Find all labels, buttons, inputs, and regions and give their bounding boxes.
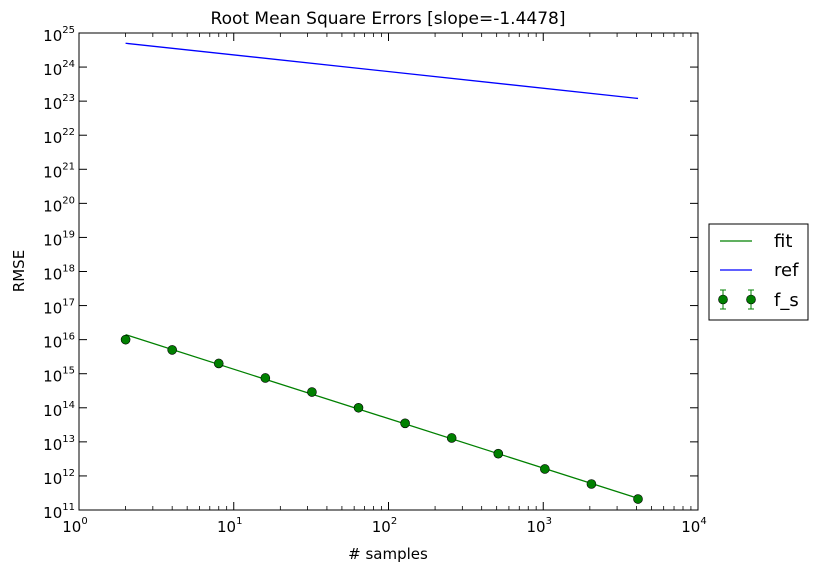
- data-point: [353, 402, 364, 413]
- y-tick-label: 1011: [43, 502, 75, 522]
- x-tick-label: 104: [681, 516, 706, 536]
- legend-fs-label: f_s: [774, 290, 799, 311]
- y-tick-label: 1018: [43, 264, 75, 284]
- series-line-ref: [125, 42, 639, 100]
- x-axis-label: # samples: [348, 545, 428, 563]
- data-point: [213, 358, 224, 369]
- y-tick-label: 1019: [43, 229, 75, 249]
- y-tick-label: 1012: [43, 468, 75, 488]
- y-tick-label: 1015: [43, 366, 75, 386]
- y-tick-label: 1016: [43, 332, 75, 352]
- plot-frame: [78, 32, 699, 511]
- series-line-fit: [125, 334, 639, 499]
- y-tick-label: 1017: [43, 298, 75, 318]
- y-tick-label: 1020: [43, 195, 75, 215]
- axis-ticks: 100 101 102 103 104 1011 1012 1013 1014 1015 1016 1…: [43, 25, 707, 536]
- y-tick-label: 1014: [43, 400, 75, 420]
- legend-box: [708, 223, 809, 321]
- data-point-marker: [540, 464, 550, 474]
- x-tick-label: 100: [62, 516, 87, 536]
- y-tick-label: 1021: [43, 161, 75, 181]
- data-point-marker: [586, 479, 597, 489]
- data-point: [307, 387, 317, 397]
- data-point-marker: [353, 402, 364, 413]
- data-point-marker: [493, 448, 504, 459]
- data-point: [260, 373, 271, 383]
- legend: fit ref f_s: [708, 223, 809, 321]
- x-tick-label: 102: [372, 516, 397, 536]
- y-tick-label: 1023: [43, 93, 75, 113]
- x-tick-label: 103: [527, 516, 552, 536]
- plot-area: [120, 42, 643, 504]
- y-tick-label: 1013: [43, 434, 75, 454]
- data-point: [446, 433, 457, 443]
- data-point: [400, 418, 410, 429]
- y-axis-label: RMSE: [10, 250, 28, 292]
- data-point-marker: [167, 345, 177, 355]
- data-point: [120, 334, 131, 345]
- chart-title: Root Mean Square Errors [slope=-1.4478]: [211, 9, 566, 29]
- y-tick-label: 1025: [43, 25, 75, 45]
- data-point-marker: [120, 334, 131, 345]
- y-tick-label: 1022: [43, 127, 75, 147]
- data-point: [633, 494, 643, 504]
- data-point-marker: [260, 373, 271, 383]
- data-point: [586, 479, 597, 489]
- legend-fit-label: fit: [774, 231, 792, 252]
- y-tick-label: 1024: [43, 59, 75, 79]
- data-point-marker: [400, 418, 410, 429]
- data-point: [493, 448, 504, 459]
- data-point-marker: [446, 433, 457, 443]
- data-point-marker: [633, 494, 643, 504]
- legend-fs-marker: [718, 289, 756, 310]
- data-point-marker: [213, 358, 224, 369]
- data-point: [540, 464, 550, 474]
- data-point: [167, 345, 177, 355]
- x-tick-label: 101: [217, 516, 242, 536]
- data-point-marker: [307, 387, 317, 397]
- legend-ref-label: ref: [774, 260, 799, 281]
